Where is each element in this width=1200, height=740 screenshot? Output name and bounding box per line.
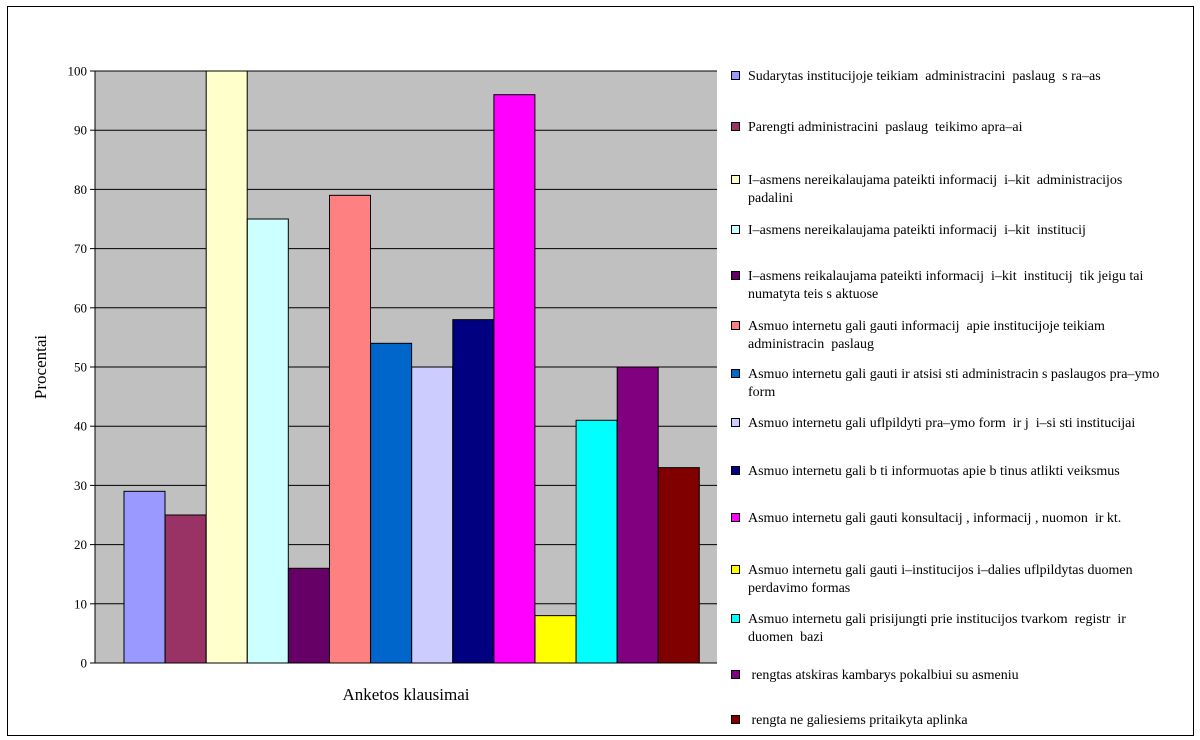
legend-swatch (731, 565, 740, 574)
y-tick-label: 50 (74, 360, 87, 375)
legend-label: Asmuo internetu gali gauti i–institucijo… (748, 563, 1140, 596)
legend-label: Asmuo internetu gali gauti ir atsisi sti… (748, 367, 1163, 400)
legend-swatch (731, 513, 740, 522)
legend-swatch (731, 175, 740, 184)
bar (329, 194, 371, 664)
bar (657, 467, 700, 664)
legend-label: Asmuo internetu gali gauti informacij ap… (748, 319, 1112, 352)
bar (205, 70, 248, 664)
legend-swatch (731, 369, 740, 378)
legend-label: I–asmens nereikalaujama pateikti informa… (748, 173, 1126, 206)
bar (616, 366, 659, 664)
y-tick-label: 10 (74, 596, 87, 611)
legend-label: Asmuo internetu gali uflpildyti pra–ymo … (748, 416, 1136, 431)
bar (534, 615, 577, 664)
legend-swatch (731, 466, 740, 475)
legend-label: Parengti administracini paslaug teikimo … (748, 120, 1023, 135)
legend-label: Asmuo internetu gali gauti konsultacij ,… (748, 511, 1122, 526)
legend-swatch (731, 670, 740, 679)
legend-swatch (731, 614, 740, 623)
bar (246, 218, 289, 664)
bars (123, 70, 700, 664)
bar (287, 567, 330, 664)
bar (411, 366, 454, 664)
legend-label: I–asmens nereikalaujama pateikti informa… (748, 223, 1086, 238)
y-tick-label: 40 (74, 419, 87, 434)
bar (370, 342, 413, 664)
legend-label: Sudarytas institucijoje teikiam administ… (748, 69, 1101, 84)
bar (575, 419, 618, 664)
legend-label: I–asmens reikalaujama pateikti informaci… (748, 269, 1147, 302)
y-tick-label: 100 (68, 64, 88, 79)
bar (493, 94, 536, 664)
y-tick-label: 20 (74, 537, 87, 552)
y-tick-label: 80 (74, 182, 87, 197)
bar (123, 490, 166, 664)
bar (452, 319, 495, 664)
x-axis-title: Anketos klausimai (342, 685, 469, 704)
legend-label: rengtas atskiras kambarys pokalbiui su a… (748, 668, 1019, 683)
legend-swatch (731, 122, 740, 131)
y-axis-title: Procentai (31, 335, 50, 399)
bar (164, 514, 207, 664)
legend-swatch (731, 71, 740, 80)
legend-swatch (731, 418, 740, 427)
legend-label: Asmuo internetu gali b ti informuotas ap… (748, 464, 1120, 479)
legend-swatch (731, 321, 740, 330)
y-tick-label: 0 (81, 656, 88, 671)
y-tick-label: 60 (74, 300, 87, 315)
legend-label: rengta ne galiesiems pritaikyta aplinka (748, 713, 968, 728)
legend-swatch (731, 225, 740, 234)
y-axis-ticks: 0 10 20 30 40 50 60 70 80 90 100 (68, 64, 95, 671)
legend-label: Asmuo internetu gali prisijungti prie in… (748, 612, 1130, 645)
y-tick-label: 70 (74, 241, 87, 256)
legend-swatch (731, 271, 740, 280)
y-tick-label: 30 (74, 478, 87, 493)
legend-swatch (731, 715, 740, 724)
y-tick-label: 90 (74, 123, 87, 138)
